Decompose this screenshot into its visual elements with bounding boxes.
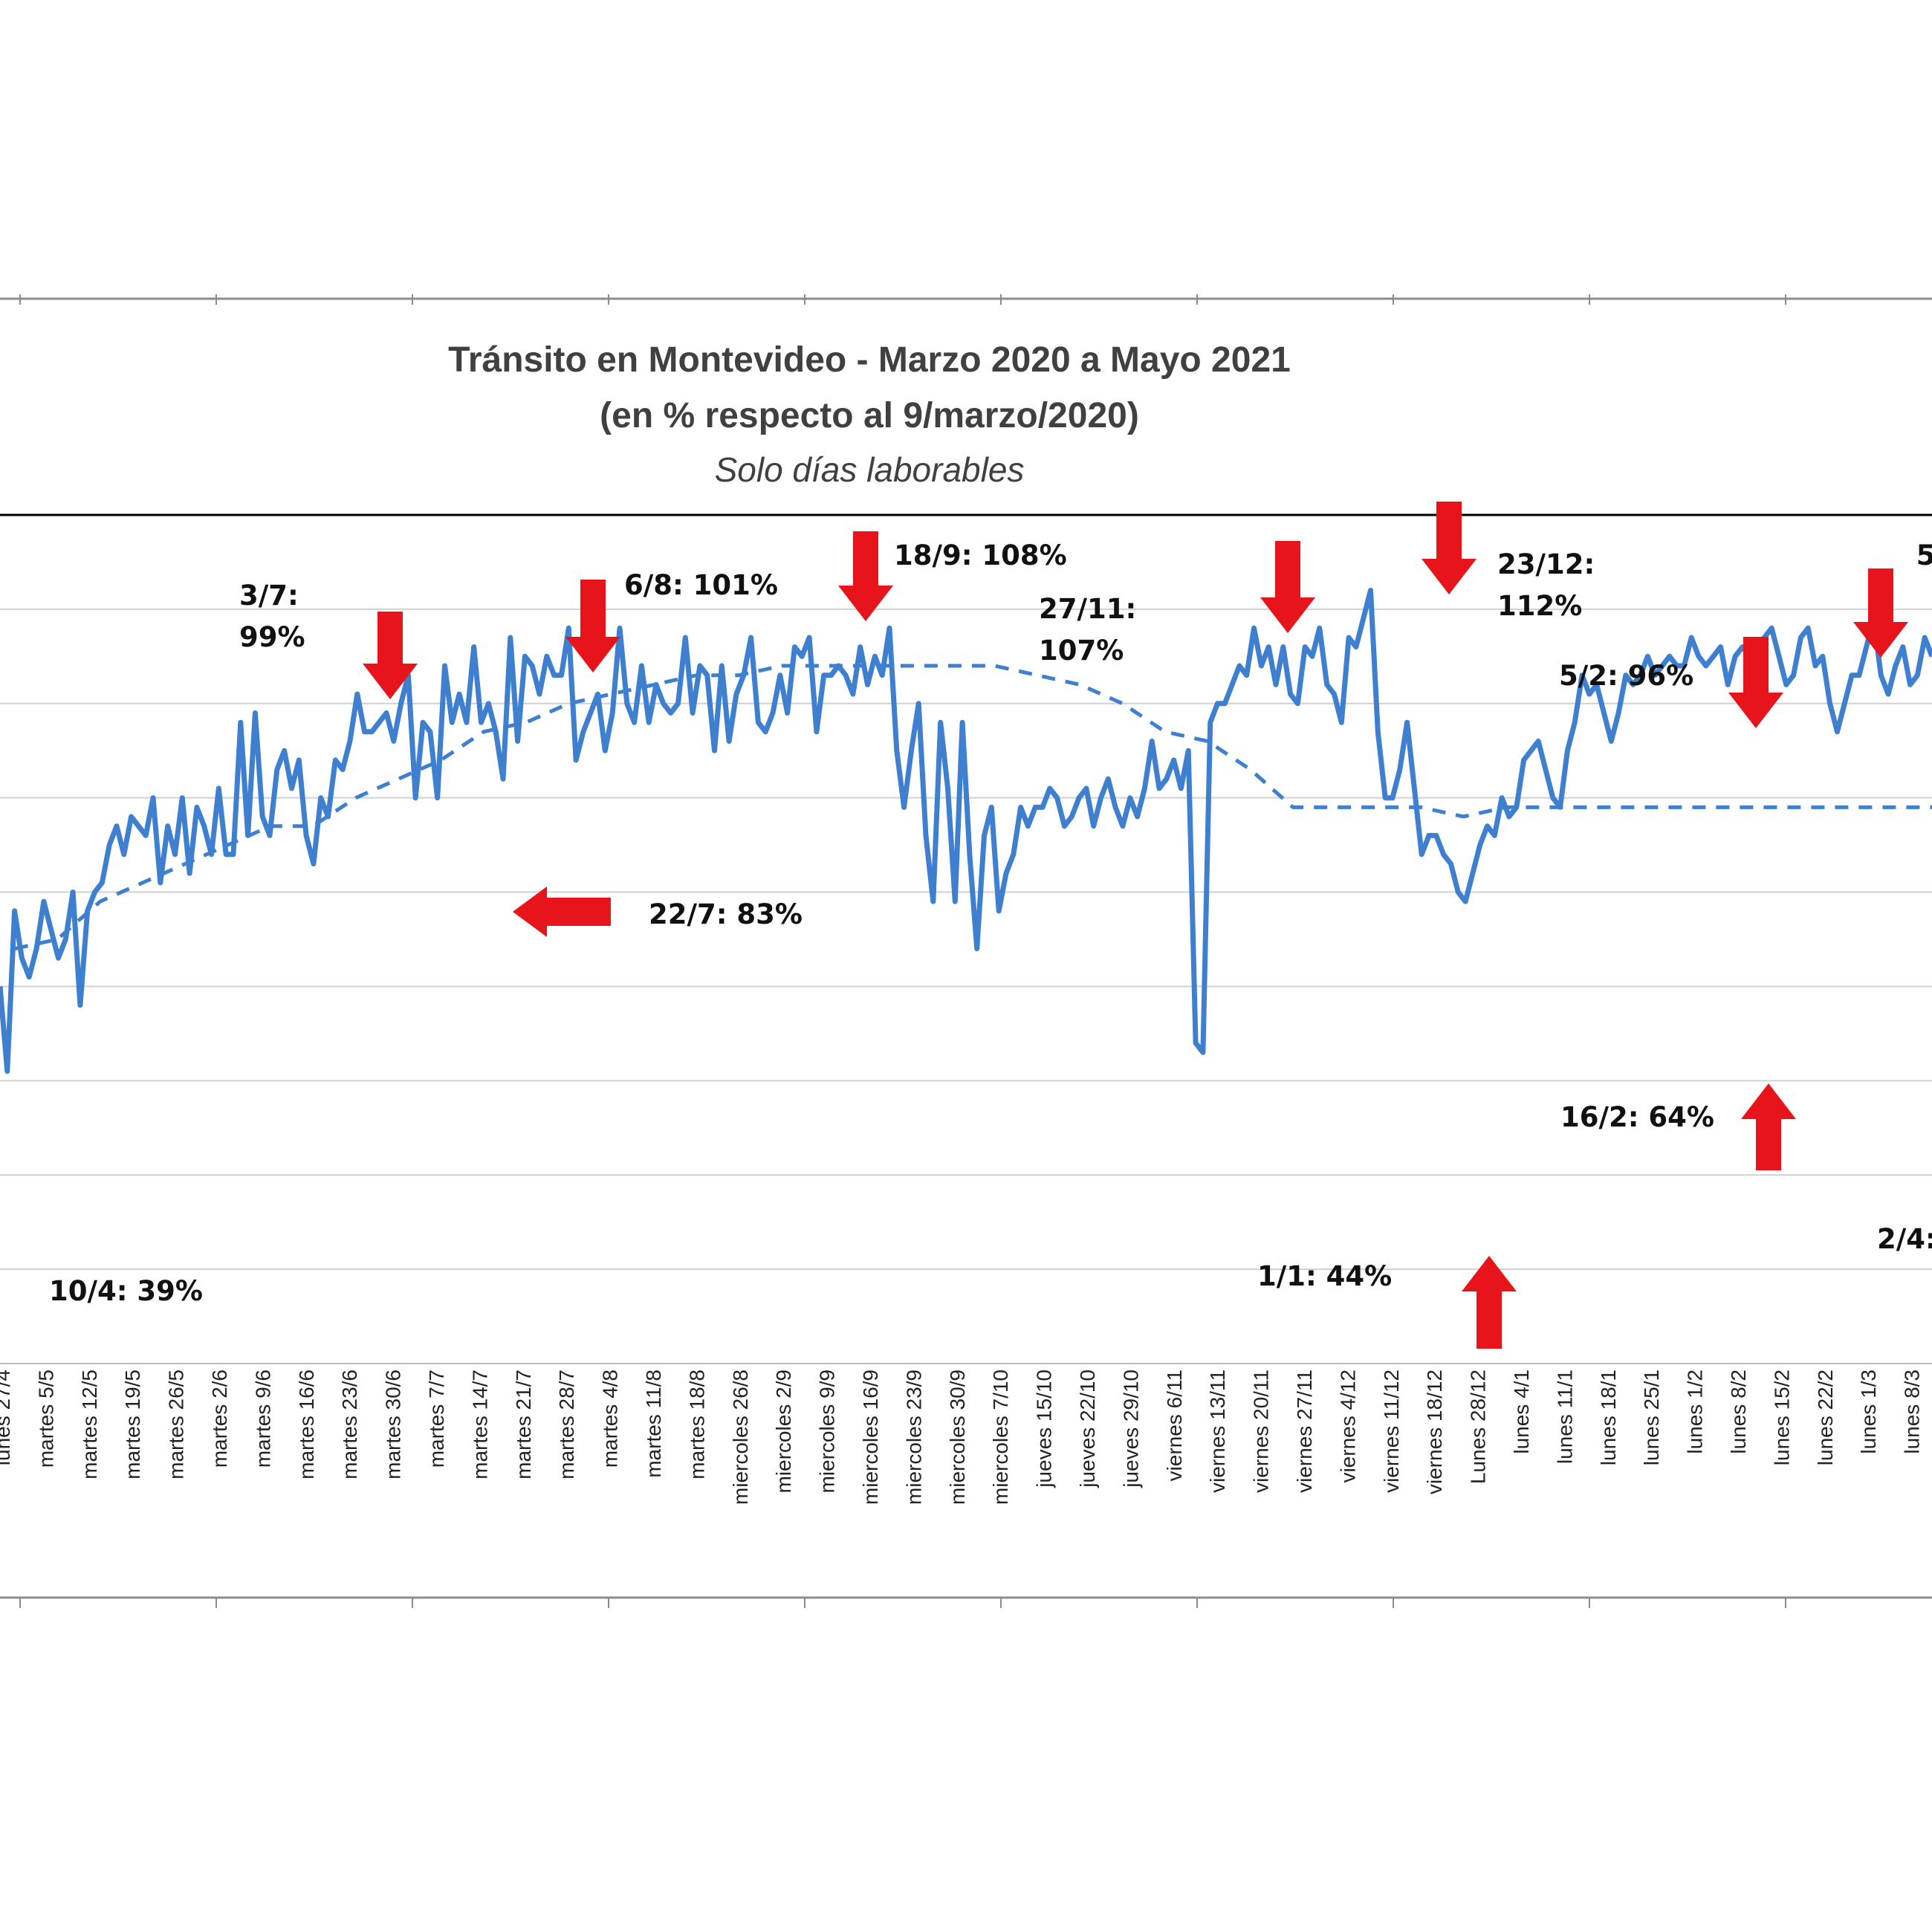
annotation-5-2: 5/2: 96% xyxy=(1559,660,1693,692)
annotation-22-7: 22/7: 83% xyxy=(649,898,803,930)
x-tick-label: martes 12/5 xyxy=(78,1369,101,1479)
x-tick-label: Lunes 28/12 xyxy=(1467,1369,1490,1484)
annotation-2-4-cut: 2/4: xyxy=(1877,1223,1932,1255)
x-tick-label: viernes 4/12 xyxy=(1336,1369,1359,1483)
x-tick-label: viernes 27/11 xyxy=(1293,1369,1316,1493)
series-layer xyxy=(0,588,1932,1074)
x-tick-label: martes 21/7 xyxy=(512,1369,535,1479)
x-tick-label: martes 9/6 xyxy=(251,1369,274,1468)
annotation-10-4: 10/4: 39% xyxy=(49,1275,203,1307)
arrow-down-5-2 xyxy=(1728,637,1783,728)
x-tick-label: miercoles 9/9 xyxy=(816,1369,839,1494)
x-tick-label: lunes 27/4 xyxy=(0,1369,14,1465)
x-tick-label: lunes 1/2 xyxy=(1684,1369,1707,1454)
arrow-down-27-11 xyxy=(1260,541,1315,633)
x-tick-label: miercoles 26/8 xyxy=(729,1369,752,1505)
arrow-down-5-cut xyxy=(1853,568,1908,658)
x-tick-label: miercoles 23/9 xyxy=(902,1369,925,1505)
annotation-27-11-value: 107% xyxy=(1039,635,1124,667)
gridlines xyxy=(0,608,1932,1271)
annotation-16-2: 16/2: 64% xyxy=(1560,1101,1714,1133)
x-tick-label: viernes 6/11 xyxy=(1163,1369,1186,1481)
arrow-up-16-2 xyxy=(1741,1083,1796,1170)
arrow-left-22-7 xyxy=(513,886,611,937)
x-tick-label: martes 30/6 xyxy=(382,1369,405,1479)
x-tick-label: lunes 25/1 xyxy=(1640,1369,1663,1465)
arrow-down-18-9 xyxy=(838,531,893,621)
x-tick-label: lunes 4/1 xyxy=(1510,1369,1533,1454)
arrow-down-6-8 xyxy=(565,580,620,672)
x-tick-label: viernes 20/11 xyxy=(1250,1369,1273,1493)
x-tick-label: martes 16/6 xyxy=(295,1369,318,1479)
x-tick-label: jueves 29/10 xyxy=(1119,1369,1142,1488)
chart-title: Tránsito en Montevideo - Marzo 2020 a Ma… xyxy=(448,340,1291,380)
x-tick-label: jueves 22/10 xyxy=(1076,1369,1099,1488)
x-tick-label: lunes 8/2 xyxy=(1727,1369,1750,1454)
x-tick-label: miercoles 16/9 xyxy=(859,1369,882,1505)
x-tick-label: lunes 11/1 xyxy=(1553,1369,1576,1464)
annotation-3-7: 3/7: xyxy=(239,580,299,612)
x-tick-label: lunes 18/1 xyxy=(1597,1369,1620,1465)
x-tick-label: jueves 15/10 xyxy=(1033,1369,1056,1488)
x-tick-label: lunes 15/2 xyxy=(1770,1369,1793,1465)
annotation-27-11: 27/11: xyxy=(1039,593,1136,625)
x-tick-label: martes 23/6 xyxy=(338,1369,361,1479)
frame-ticks xyxy=(19,294,1786,1608)
annotation-18-9: 18/9: 108% xyxy=(894,539,1067,571)
x-tick-label: lunes 1/3 xyxy=(1857,1369,1880,1454)
x-tick-label: martes 19/5 xyxy=(121,1369,144,1479)
arrow-down-23-12 xyxy=(1422,502,1476,594)
annotation-3-7-value: 99% xyxy=(239,621,305,653)
x-tick-label: martes 7/7 xyxy=(425,1369,448,1468)
trend-line xyxy=(14,664,1932,951)
x-tick-label: miercoles 2/9 xyxy=(772,1369,795,1494)
x-tick-label: martes 28/7 xyxy=(555,1369,578,1479)
chart-subtitle: (en % respecto al 9/marzo/2020) xyxy=(600,396,1139,435)
chart-subtitle-italic: Solo días laborables xyxy=(715,450,1025,489)
x-tick-label: viernes 18/12 xyxy=(1423,1369,1446,1494)
annotation-6-8: 6/8: 101% xyxy=(624,569,778,601)
arrow-up-1-1 xyxy=(1462,1256,1517,1349)
x-tick-label: viernes 13/11 xyxy=(1206,1369,1229,1493)
x-tick-label: viernes 11/12 xyxy=(1380,1369,1403,1493)
x-tick-label: miercoles 7/10 xyxy=(989,1369,1012,1505)
x-tick-label: martes 18/8 xyxy=(685,1369,708,1479)
x-tick-label: martes 5/5 xyxy=(34,1369,57,1468)
annotation-23-12: 23/12: xyxy=(1497,548,1595,580)
x-tick-label: lunes 22/2 xyxy=(1814,1369,1837,1465)
x-tick-label: martes 14/7 xyxy=(468,1369,491,1479)
annotation-5-cut: 5/ xyxy=(1916,539,1932,571)
x-tick-label: martes 11/8 xyxy=(642,1369,665,1478)
annotation-1-1: 1/1: 44% xyxy=(1257,1260,1392,1292)
x-tick-label: miercoles 30/9 xyxy=(946,1369,969,1505)
annotation-arrows xyxy=(363,502,1908,1349)
x-tick-label: martes 26/5 xyxy=(165,1369,188,1479)
x-tick-label: martes 2/6 xyxy=(208,1369,231,1468)
x-axis-labels: lunes 27/4 martes 5/5 martes 12/5 martes 19… xyxy=(0,1369,1924,1505)
series-line xyxy=(0,588,1932,1074)
x-tick-label: lunes 8/3 xyxy=(1901,1369,1924,1454)
arrow-down-3-7 xyxy=(363,612,418,699)
annotation-23-12-value: 112% xyxy=(1497,590,1582,622)
x-tick-label: martes 4/8 xyxy=(599,1369,622,1468)
